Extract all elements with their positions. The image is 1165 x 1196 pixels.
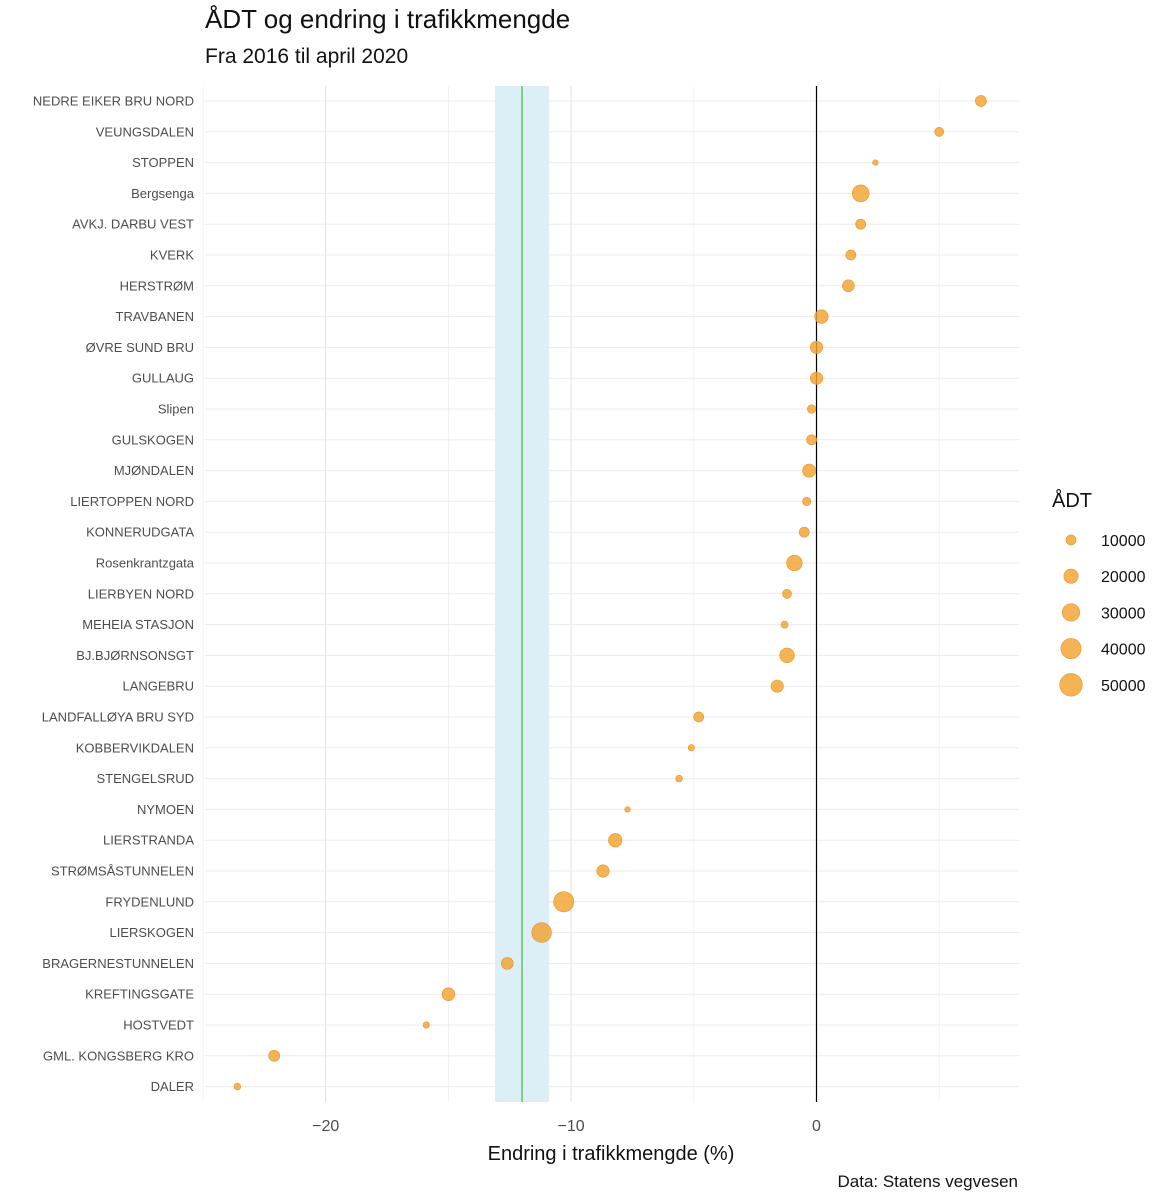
y-tick-label: LANGEBRU	[122, 679, 194, 694]
data-point	[851, 184, 870, 203]
y-tick-label: KOBBERVIKDALEN	[76, 740, 194, 755]
y-tick-label: ØVRE SUND BRU	[86, 340, 194, 355]
y-tick-label: BJ.BJØRNSONSGT	[76, 648, 194, 663]
y-tick-label: GULSKOGEN	[112, 432, 194, 447]
data-points	[233, 95, 987, 1091]
y-tick-label: GML. KONGSBERG KRO	[43, 1048, 194, 1063]
y-tick-label: GULLAUG	[132, 371, 194, 386]
data-point	[501, 957, 514, 970]
data-point	[687, 744, 695, 752]
y-tick-label: NYMOEN	[137, 802, 194, 817]
data-point	[842, 279, 855, 293]
chart-title: ÅDT og endring i trafikkmengde	[205, 4, 571, 34]
y-tick-label: LANDFALLØYA BRU SYD	[42, 710, 194, 725]
legend-label: 30000	[1101, 605, 1146, 622]
y-tick-label: Bergsenga	[131, 186, 195, 201]
data-point	[782, 588, 792, 599]
x-axis-ticks: −20 −10 0	[312, 1118, 821, 1135]
y-tick-label: DALER	[151, 1079, 194, 1094]
y-tick-label: STRØMSÅSTUNNELEN	[51, 864, 194, 879]
data-point	[770, 679, 784, 693]
legend-key	[1060, 638, 1082, 660]
data-point	[798, 526, 810, 538]
legend-key	[1061, 603, 1081, 622]
y-tick-label: AVKJ. DARBU VEST	[72, 217, 194, 232]
data-point	[845, 249, 857, 261]
y-tick-label: MJØNDALEN	[114, 463, 194, 478]
data-point	[810, 371, 823, 385]
data-point	[807, 404, 817, 414]
legend-key	[1059, 673, 1083, 697]
legend-label: 10000	[1101, 533, 1146, 550]
legend-key	[1065, 534, 1077, 546]
data-point	[675, 774, 683, 783]
data-point	[441, 987, 456, 1001]
data-point	[810, 340, 823, 354]
data-point	[975, 95, 987, 107]
legend-label: 40000	[1101, 642, 1146, 659]
legend-label: 50000	[1101, 678, 1146, 695]
data-point	[802, 463, 817, 478]
data-point	[806, 434, 817, 446]
y-tick-label: KREFTINGSGATE	[85, 987, 194, 1002]
data-point	[872, 159, 879, 166]
y-tick-label: Rosenkrantzgata	[96, 556, 195, 571]
size-legend: ÅDT 10000 20000 30000 40000 50000	[1052, 489, 1146, 697]
data-point	[693, 711, 705, 723]
data-point	[814, 309, 829, 324]
grid-lines	[202, 86, 1019, 1102]
x-tick-label: −10	[558, 1118, 585, 1135]
y-tick-label: LIERSTRANDA	[103, 833, 194, 848]
y-tick-label: STOPPEN	[132, 155, 194, 170]
data-point	[780, 620, 789, 629]
y-tick-label: KONNERUDGATA	[86, 525, 194, 540]
data-point	[596, 864, 610, 878]
chart-subtitle: Fra 2016 til april 2020	[205, 45, 409, 68]
legend-key	[1063, 568, 1079, 584]
data-source-caption: Data: Statens vegvesen	[837, 1172, 1018, 1191]
y-tick-label: STENGELSRUD	[96, 771, 194, 786]
y-tick-label: TRAVBANEN	[116, 309, 195, 324]
data-point	[855, 218, 867, 230]
reference-lines	[521, 86, 818, 1102]
legend-title: ÅDT	[1052, 489, 1092, 512]
y-tick-label: BRAGERNESTUNNELEN	[42, 956, 194, 971]
y-tick-label: LIERTOPPEN NORD	[70, 494, 194, 509]
y-tick-label: MEHEIA STASJON	[82, 617, 194, 632]
y-tick-label: Slipen	[158, 402, 194, 417]
data-point	[531, 922, 552, 943]
y-tick-label: LIERSKOGEN	[109, 925, 194, 940]
x-axis-label: Endring i trafikkmengde (%)	[488, 1143, 735, 1165]
data-point	[608, 833, 623, 848]
x-tick-label: −20	[312, 1118, 339, 1135]
y-tick-label: LIERBYEN NORD	[88, 586, 194, 601]
data-point	[934, 126, 945, 137]
data-point	[422, 1021, 430, 1029]
y-tick-label: HERSTRØM	[120, 278, 194, 293]
y-tick-label: NEDRE EIKER BRU NORD	[33, 94, 194, 109]
legend-label: 20000	[1101, 569, 1146, 586]
data-point	[553, 891, 575, 913]
y-tick-label: VEUNGSDALEN	[96, 124, 194, 139]
data-point	[233, 1082, 242, 1091]
data-point	[268, 1049, 281, 1062]
data-point	[624, 806, 631, 813]
y-tick-label: FRYDENLUND	[105, 894, 194, 909]
data-point	[802, 496, 812, 506]
y-axis-labels: NEDRE EIKER BRU NORD VEUNGSDALEN STOPPEN Be…	[33, 94, 195, 1095]
x-tick-label: 0	[812, 1118, 821, 1135]
y-tick-label: HOSTVEDT	[123, 1018, 194, 1033]
data-point	[779, 647, 795, 664]
y-tick-label: KVERK	[150, 248, 194, 263]
data-point	[786, 554, 803, 572]
